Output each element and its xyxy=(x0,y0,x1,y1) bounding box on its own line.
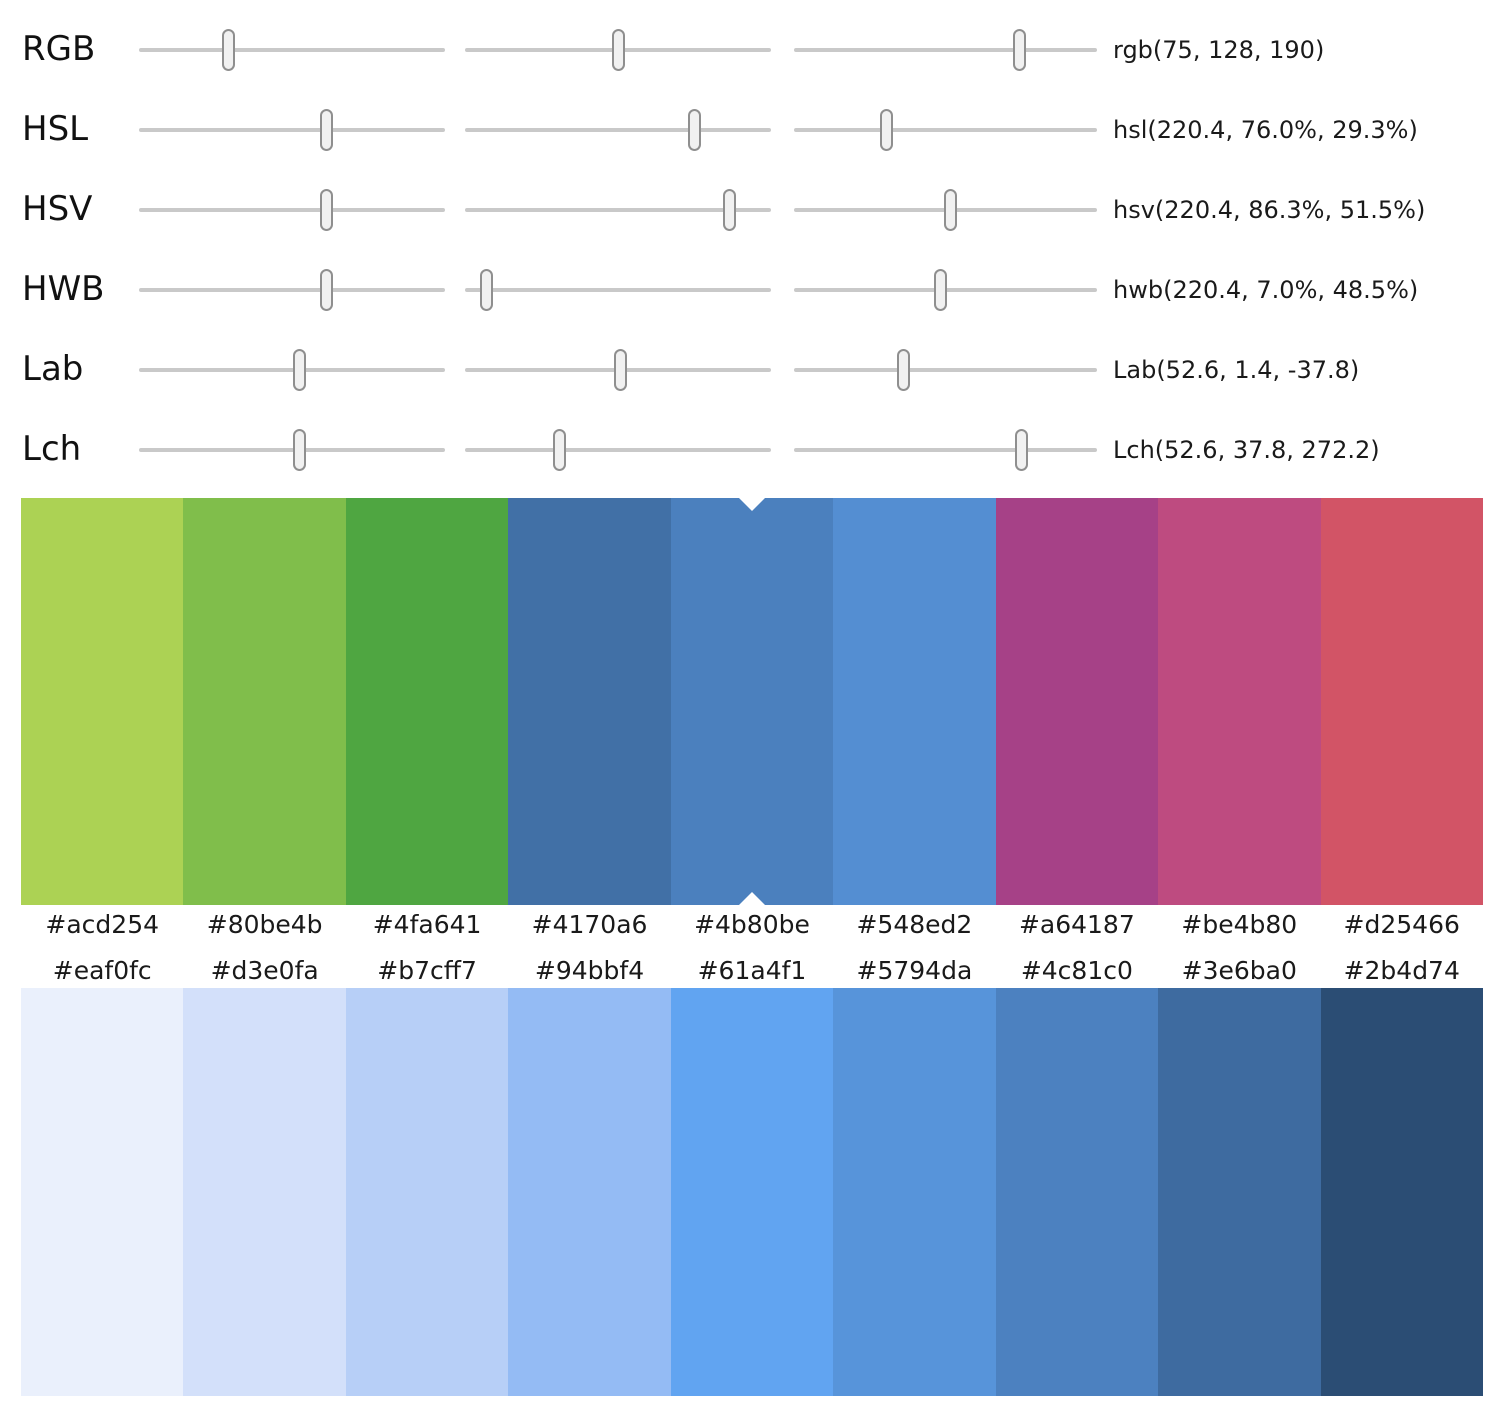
hue-palette-hex-label-1: #acd254 xyxy=(45,910,160,939)
hue-palette-hex-labels: #acd254 #80be4b #4fa641 #4170a6 #4b80be #548e… xyxy=(21,910,1483,940)
slider-row-lch: Lch Lch(52.6, 37.8, 272.2) xyxy=(0,410,1501,490)
rgb-slider-track-3[interactable] xyxy=(794,48,1097,52)
lab-slider-track-3[interactable] xyxy=(794,368,1097,372)
tint-palette-hex-label-2: #d3e0fa xyxy=(210,956,319,985)
lab-value-text: Lab(52.6, 1.4, -37.8) xyxy=(1113,356,1360,384)
slider-label-rgb: RGB xyxy=(22,29,96,70)
lch-slider-track-2[interactable] xyxy=(465,448,771,452)
hue-palette-hex-label-4: #4170a6 xyxy=(531,910,648,939)
tint-palette-hex-label-8: #3e6ba0 xyxy=(1181,956,1297,985)
tint-palette-swatch-4[interactable] xyxy=(508,988,671,1396)
slider-label-hsl: HSL xyxy=(22,109,89,150)
slider-row-rgb: RGB rgb(75, 128, 190) xyxy=(0,10,1501,90)
tint-palette-swatch-8[interactable] xyxy=(1158,988,1321,1396)
hsl-slider-thumb-3[interactable] xyxy=(879,109,893,151)
hue-palette-swatch-8[interactable] xyxy=(1158,498,1321,905)
hue-palette-hex-label-8: #be4b80 xyxy=(1181,910,1298,939)
hue-palette-swatch-5[interactable] xyxy=(670,498,834,905)
hue-palette-swatch-7[interactable] xyxy=(995,498,1159,905)
tint-palette-swatch-2[interactable] xyxy=(183,988,346,1396)
hue-palette-hex-label-5: #4b80be xyxy=(694,910,810,939)
hsv-slider-thumb-1[interactable] xyxy=(319,189,333,231)
hwb-slider-track-2[interactable] xyxy=(465,288,771,292)
tint-palette-hex-label-6: #5794da xyxy=(856,956,973,985)
hsl-value-text: hsl(220.4, 76.0%, 29.3%) xyxy=(1113,116,1418,144)
lab-slider-thumb-3[interactable] xyxy=(896,349,910,391)
lch-slider-track-3[interactable] xyxy=(794,448,1097,452)
slider-label-lab: Lab xyxy=(22,349,84,390)
lab-slider-thumb-1[interactable] xyxy=(293,349,307,391)
hwb-value-text: hwb(220.4, 7.0%, 48.5%) xyxy=(1113,276,1419,304)
lch-slider-track-1[interactable] xyxy=(139,448,445,452)
tint-palette-hex-label-7: #4c81c0 xyxy=(1020,956,1133,985)
hsl-slider-track-1[interactable] xyxy=(139,128,445,132)
hue-palette-swatch-6[interactable] xyxy=(833,498,996,905)
hue-palette-swatch-1[interactable] xyxy=(21,498,184,905)
slider-label-hwb: HWB xyxy=(22,269,105,310)
selected-swatch-notch-bottom-icon xyxy=(738,892,765,905)
lab-slider-thumb-2[interactable] xyxy=(613,349,627,391)
slider-label-hsv: HSV xyxy=(22,189,93,230)
tint-palette-swatch-6[interactable] xyxy=(833,988,996,1396)
hue-palette-swatch-3[interactable] xyxy=(345,498,509,905)
tint-palette-hex-label-1: #eaf0fc xyxy=(52,956,152,985)
rgb-slider-thumb-2[interactable] xyxy=(612,29,626,71)
hwb-slider-thumb-2[interactable] xyxy=(479,269,493,311)
lch-slider-thumb-3[interactable] xyxy=(1014,429,1028,471)
tint-palette-swatch-3[interactable] xyxy=(345,988,509,1396)
slider-row-hwb: HWB hwb(220.4, 7.0%, 48.5%) xyxy=(0,250,1501,330)
tint-palette xyxy=(21,988,1483,1396)
hsv-slider-track-2[interactable] xyxy=(465,208,771,212)
hue-palette-swatch-9[interactable] xyxy=(1320,498,1483,905)
hue-palette-hex-label-3: #4fa641 xyxy=(372,910,482,939)
hsl-slider-thumb-1[interactable] xyxy=(319,109,333,151)
tint-palette-hex-label-4: #94bbf4 xyxy=(534,956,645,985)
tint-palette-swatch-5[interactable] xyxy=(670,988,834,1396)
hwb-slider-thumb-3[interactable] xyxy=(934,269,948,311)
hsl-slider-track-3[interactable] xyxy=(794,128,1097,132)
hsv-slider-track-1[interactable] xyxy=(139,208,445,212)
slider-row-hsv: HSV hsv(220.4, 86.3%, 51.5%) xyxy=(0,170,1501,250)
tint-palette-swatch-1[interactable] xyxy=(21,988,184,1396)
rgb-value-text: rgb(75, 128, 190) xyxy=(1113,36,1325,64)
hue-palette-hex-label-6: #548ed2 xyxy=(856,910,973,939)
hsl-slider-track-2[interactable] xyxy=(465,128,771,132)
tint-palette-hex-label-5: #61a4f1 xyxy=(697,956,807,985)
slider-panel: RGB rgb(75, 128, 190) HSL hsl(220.4, 76.0%,… xyxy=(0,0,1501,490)
hue-palette-swatch-4[interactable] xyxy=(508,498,671,905)
hwb-slider-track-1[interactable] xyxy=(139,288,445,292)
rgb-slider-thumb-1[interactable] xyxy=(222,29,236,71)
rgb-slider-track-1[interactable] xyxy=(139,48,445,52)
slider-row-hsl: HSL hsl(220.4, 76.0%, 29.3%) xyxy=(0,90,1501,170)
slider-label-lch: Lch xyxy=(22,429,82,470)
slider-row-lab: Lab Lab(52.6, 1.4, -37.8) xyxy=(0,330,1501,410)
tint-palette-swatch-7[interactable] xyxy=(995,988,1159,1396)
tint-palette-hex-label-9: #2b4d74 xyxy=(1343,956,1460,985)
hsv-value-text: hsv(220.4, 86.3%, 51.5%) xyxy=(1113,196,1426,224)
hsl-slider-thumb-2[interactable] xyxy=(688,109,701,151)
rgb-slider-thumb-3[interactable] xyxy=(1013,29,1027,71)
lch-slider-thumb-2[interactable] xyxy=(553,429,567,471)
selected-swatch-notch-top-icon xyxy=(738,498,765,511)
hue-palette xyxy=(21,498,1483,905)
tint-palette-hex-labels: #eaf0fc #d3e0fa #b7cff7 #94bbf4 #61a4f1 #5794… xyxy=(21,956,1483,986)
hue-palette-hex-label-2: #80be4b xyxy=(206,910,323,939)
lch-slider-thumb-1[interactable] xyxy=(293,429,307,471)
lab-slider-track-1[interactable] xyxy=(139,368,445,372)
lch-value-text: Lch(52.6, 37.8, 272.2) xyxy=(1113,436,1380,464)
hsv-slider-thumb-3[interactable] xyxy=(943,189,957,231)
tint-palette-swatch-9[interactable] xyxy=(1320,988,1483,1396)
hue-palette-hex-label-7: #a64187 xyxy=(1018,910,1135,939)
hwb-slider-thumb-1[interactable] xyxy=(319,269,333,311)
hue-palette-hex-label-9: #d25466 xyxy=(1343,910,1460,939)
hue-palette-swatch-2[interactable] xyxy=(183,498,346,905)
tint-palette-hex-label-3: #b7cff7 xyxy=(377,956,477,985)
hsv-slider-thumb-2[interactable] xyxy=(722,189,736,231)
